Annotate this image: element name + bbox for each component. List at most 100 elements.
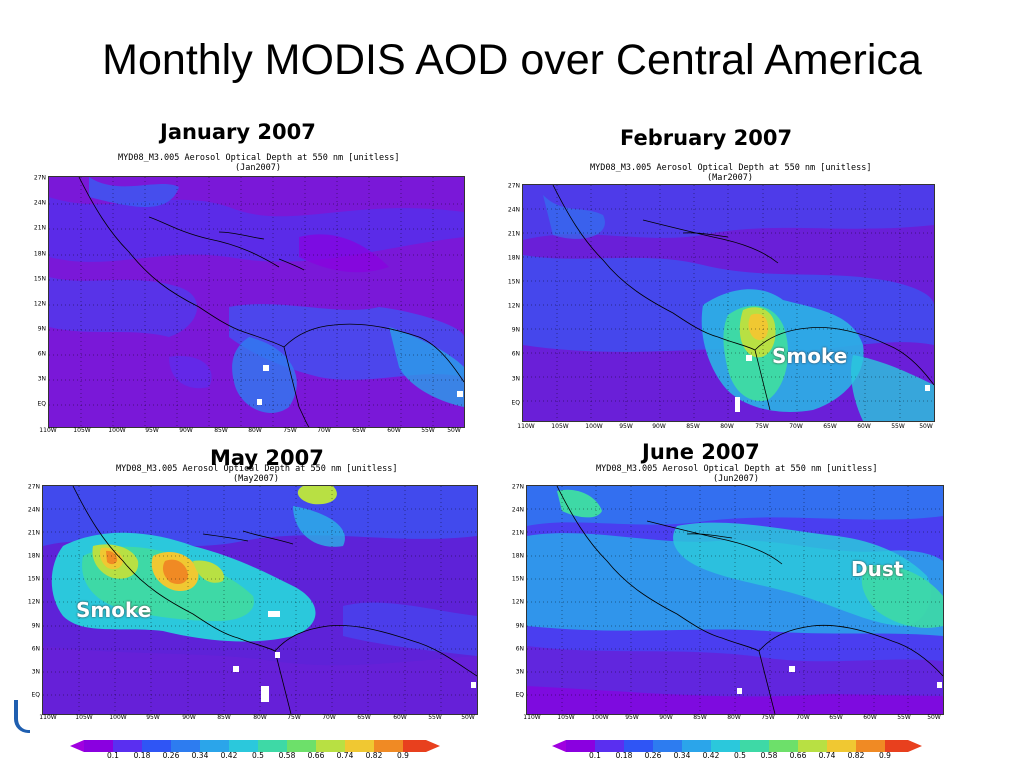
lat-tick-label: 12N — [27, 598, 40, 606]
lat-tick-label: 9N — [515, 622, 524, 630]
lon-tick-label: 65W — [357, 714, 371, 721]
lat-tick-label: 6N — [37, 350, 46, 358]
lon-tick-label: 95W — [146, 714, 160, 721]
missing-data-cell — [268, 611, 280, 617]
lon-tick-label: 65W — [829, 714, 843, 721]
lat-tick-label: 24N — [27, 506, 40, 514]
aod-map-may — [42, 485, 478, 715]
annotation-smoke-may: Smoke — [76, 598, 152, 622]
colorbar-labels-left: 0.1 0.18 0.26 0.34 0.42 0.5 0.58 0.66 0.… — [70, 751, 440, 761]
colorbar-label: 0.74 — [336, 751, 354, 760]
lat-tick-label: 18N — [511, 552, 524, 560]
lon-tick-label: 75W — [287, 714, 301, 721]
lon-tick-label: 100W — [109, 714, 127, 721]
lon-tick-label: 85W — [214, 427, 228, 434]
lat-tick-label: 27N — [33, 174, 46, 182]
lon-tick-label: 75W — [283, 427, 297, 434]
colorbar-right — [552, 738, 922, 754]
lat-tick-label: EQ — [515, 691, 524, 699]
colorbar-label: 0.74 — [818, 751, 836, 760]
lat-tick-label: 21N — [33, 224, 46, 232]
panel-title-feb: February 2007 — [620, 126, 793, 150]
lon-tick-label: 95W — [625, 714, 639, 721]
colorbar-label: 0.66 — [789, 751, 807, 760]
lat-tick-label: 3N — [37, 375, 46, 383]
lat-tick-label: 24N — [507, 206, 520, 214]
lon-tick-label: 70W — [789, 423, 803, 430]
colorbar-label: 0.58 — [278, 751, 296, 760]
lon-tick-label: 100W — [591, 714, 609, 721]
panel-title-may: May 2007 — [210, 446, 324, 470]
lat-tick-label: 6N — [511, 350, 520, 358]
colorbar-label: 0.66 — [307, 751, 325, 760]
lon-tick-label: 80W — [727, 714, 741, 721]
colorbar-label: 0.18 — [133, 751, 151, 760]
colorbar-label: 0.5 — [252, 751, 264, 760]
lon-tick-label: 85W — [693, 714, 707, 721]
annotation-smoke-feb: Smoke — [772, 344, 848, 368]
lon-tick-label: 110W — [523, 714, 541, 721]
lat-tick-label: EQ — [511, 399, 520, 407]
colorbar-label: 0.9 — [879, 751, 891, 760]
lon-tick-label: 75W — [755, 423, 769, 430]
lon-tick-label: 90W — [182, 714, 196, 721]
aod-map-feb — [522, 184, 935, 422]
lon-tick-label: 55W — [891, 423, 905, 430]
colorbar-label: 0.42 — [220, 751, 238, 760]
missing-data-cell — [737, 688, 742, 694]
lat-tick-label: 24N — [511, 506, 524, 514]
lon-tick-label: 100W — [108, 427, 126, 434]
annotation-dust-jun: Dust — [851, 557, 904, 581]
lat-tick-label: 21N — [507, 230, 520, 238]
lon-tick-label: 60W — [387, 427, 401, 434]
lat-tick-label: 27N — [511, 483, 524, 491]
lon-tick-label: 90W — [652, 423, 666, 430]
lat-tick-label: EQ — [31, 691, 40, 699]
lat-tick-label: 15N — [507, 278, 520, 286]
missing-data-cell — [233, 666, 239, 672]
lon-tick-label: 110W — [39, 714, 57, 721]
lat-tick-label: 21N — [511, 529, 524, 537]
lon-tick-label: 80W — [248, 427, 262, 434]
lat-tick-label: 18N — [27, 552, 40, 560]
lon-tick-label: 50W — [447, 427, 461, 434]
lon-tick-label: 95W — [619, 423, 633, 430]
colorbar-swatches — [552, 740, 922, 752]
map-header-line2: (Jan2007) — [234, 163, 282, 173]
lon-tick-label: 60W — [393, 714, 407, 721]
lat-tick-label: 6N — [31, 645, 40, 653]
colorbar-label: 0.1 — [107, 751, 119, 760]
colorbar-labels-right: 0.1 0.18 0.26 0.34 0.42 0.5 0.58 0.66 0.… — [552, 751, 922, 761]
lat-tick-label: 15N — [33, 275, 46, 283]
lon-tick-label: 70W — [322, 714, 336, 721]
missing-data-cell — [925, 385, 930, 391]
map-header-line1: MYD08_M3.005 Aerosol Optical Depth at 55… — [596, 464, 878, 474]
lon-axis-jun: 110W 105W 100W 95W 90W 85W 80W 75W 70W 6… — [523, 714, 942, 724]
colorbar-label: 0.9 — [397, 751, 409, 760]
lon-tick-label: 105W — [551, 423, 569, 430]
lon-tick-label: 105W — [557, 714, 575, 721]
map-header-may: MYD08_M3.005 Aerosol Optical Depth at 55… — [116, 464, 397, 484]
lon-tick-label: 65W — [823, 423, 837, 430]
missing-data-cell — [275, 652, 280, 658]
lon-tick-label: 55W — [428, 714, 442, 721]
missing-data-cell — [257, 399, 262, 405]
lon-tick-label: 105W — [75, 714, 93, 721]
missing-data-cell — [937, 682, 942, 688]
lon-tick-label: 80W — [253, 714, 267, 721]
aod-map-jan — [48, 176, 465, 428]
map-header-jan: MYD08_M3.005 Aerosol Optical Depth at 55… — [118, 153, 400, 173]
lon-tick-label: 60W — [857, 423, 871, 430]
lon-tick-label: 50W — [919, 423, 933, 430]
aod-map-jun — [526, 485, 944, 715]
lat-axis-jun: 27N 24N 21N 18N 15N 12N 9N 6N 3N EQ — [500, 483, 524, 713]
colorbar-label: 0.82 — [847, 751, 865, 760]
map-header-line1: MYD08_M3.005 Aerosol Optical Depth at 55… — [118, 153, 400, 163]
colorbar-label: 0.26 — [162, 751, 180, 760]
colorbar-label: 0.82 — [365, 751, 383, 760]
lon-tick-label: 65W — [352, 427, 366, 434]
lon-tick-label: 90W — [179, 427, 193, 434]
lat-tick-label: 12N — [511, 598, 524, 606]
missing-data-cell — [261, 686, 269, 702]
lat-tick-label: 3N — [31, 668, 40, 676]
